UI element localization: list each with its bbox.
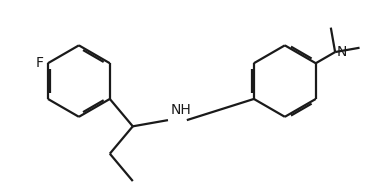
Text: F: F bbox=[36, 56, 44, 70]
Text: NH: NH bbox=[170, 103, 191, 117]
Text: N: N bbox=[337, 45, 348, 59]
